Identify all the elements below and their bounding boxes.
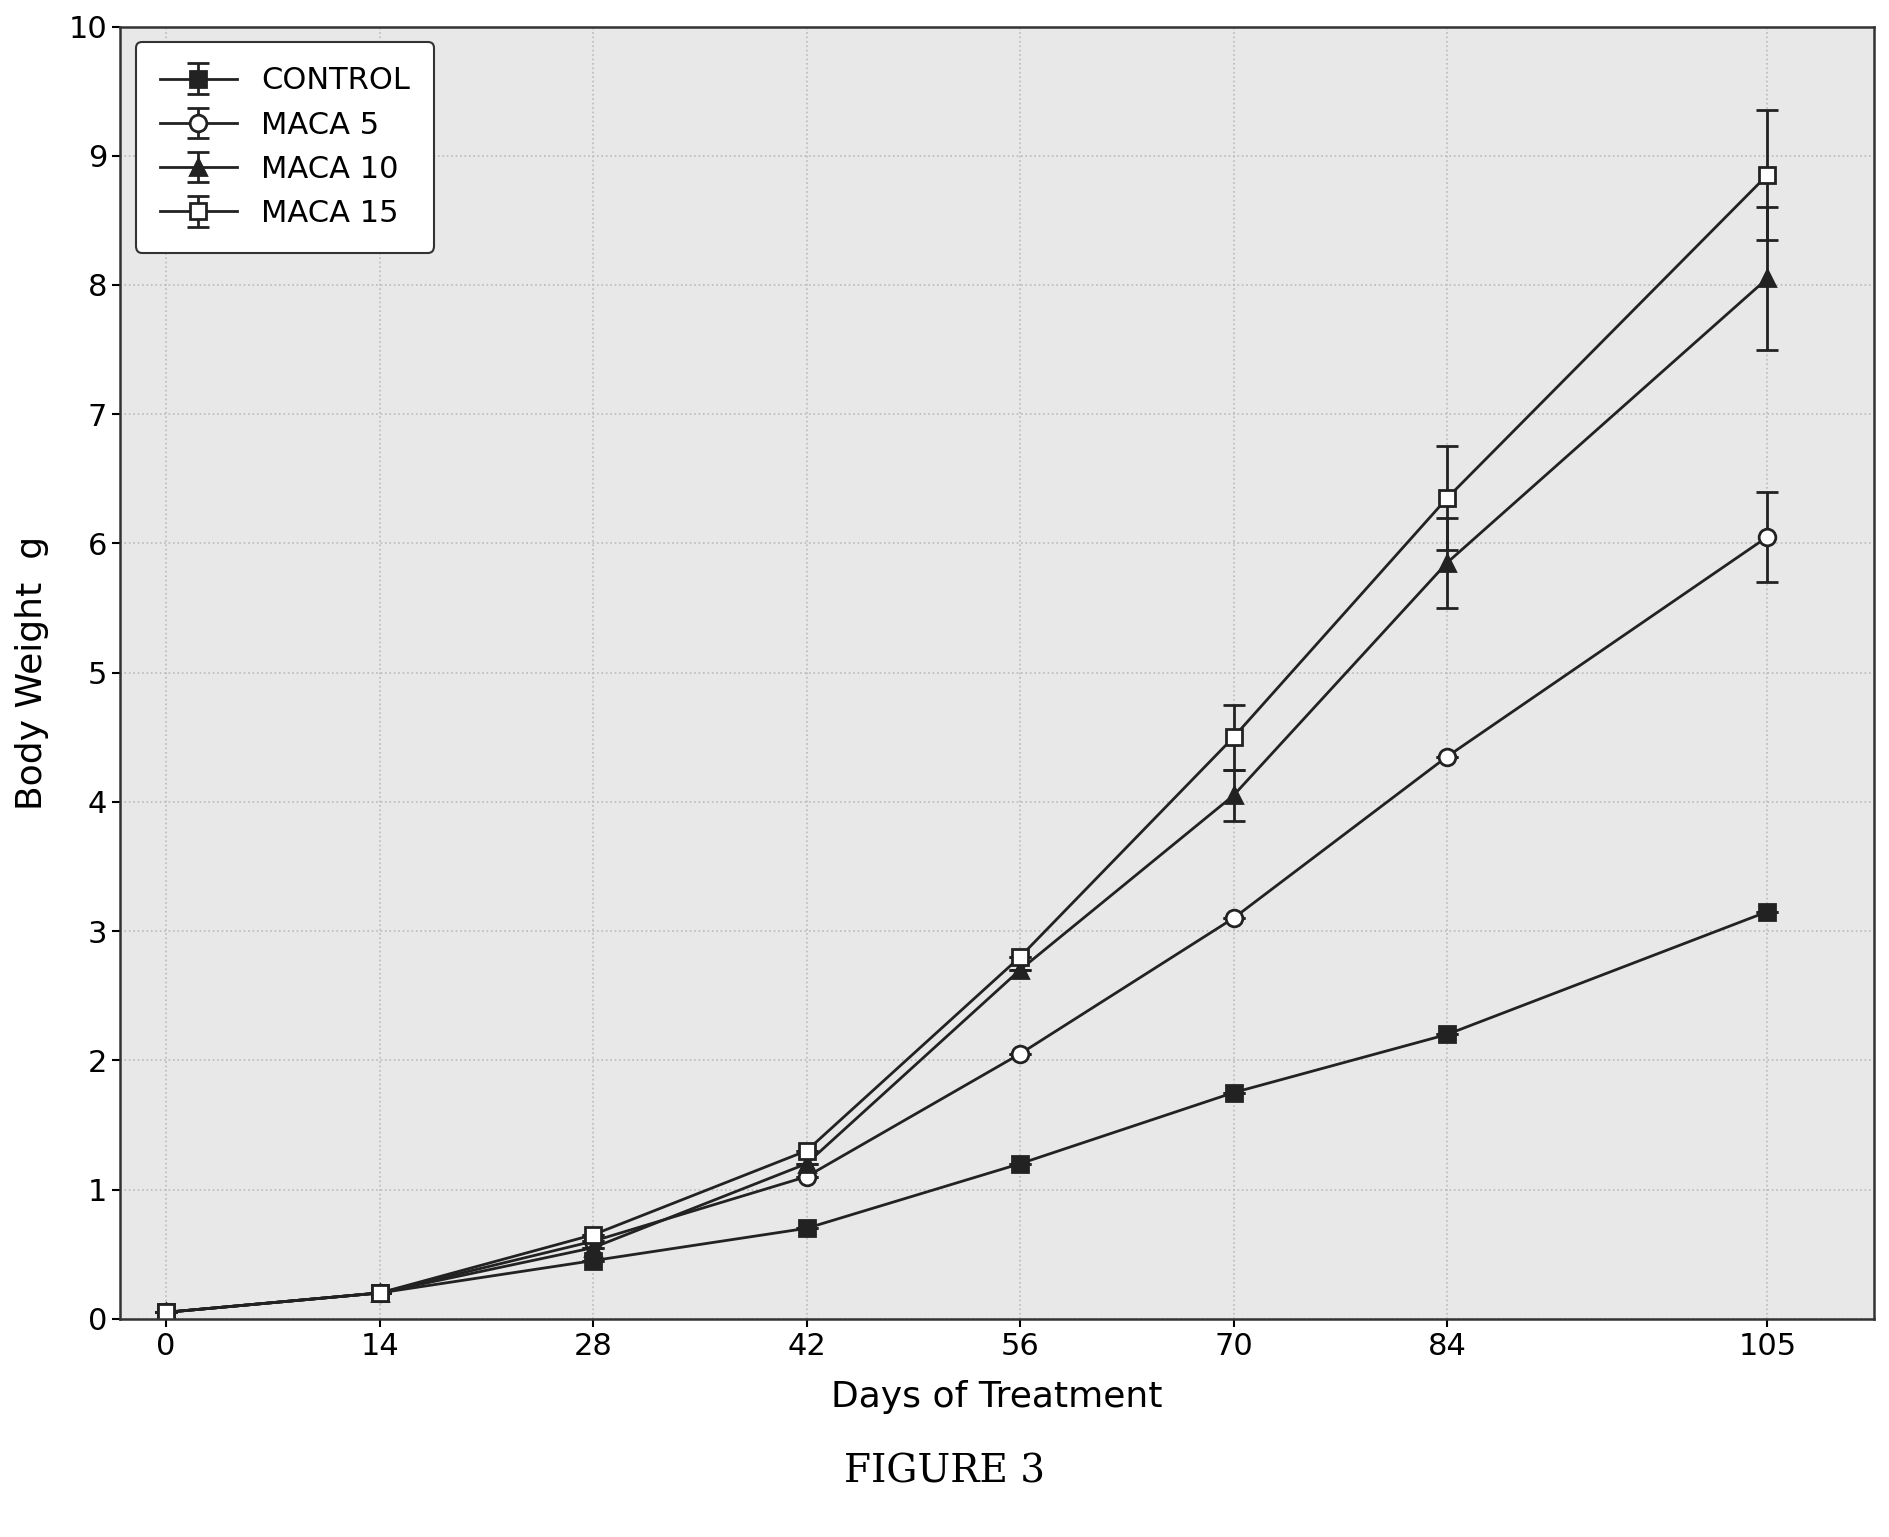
Legend: CONTROL, MACA 5, MACA 10, MACA 15: CONTROL, MACA 5, MACA 10, MACA 15 xyxy=(136,41,434,252)
Y-axis label: Body Weight  g: Body Weight g xyxy=(15,535,49,810)
Text: FIGURE 3: FIGURE 3 xyxy=(844,1454,1045,1491)
X-axis label: Days of Treatment: Days of Treatment xyxy=(831,1380,1164,1414)
